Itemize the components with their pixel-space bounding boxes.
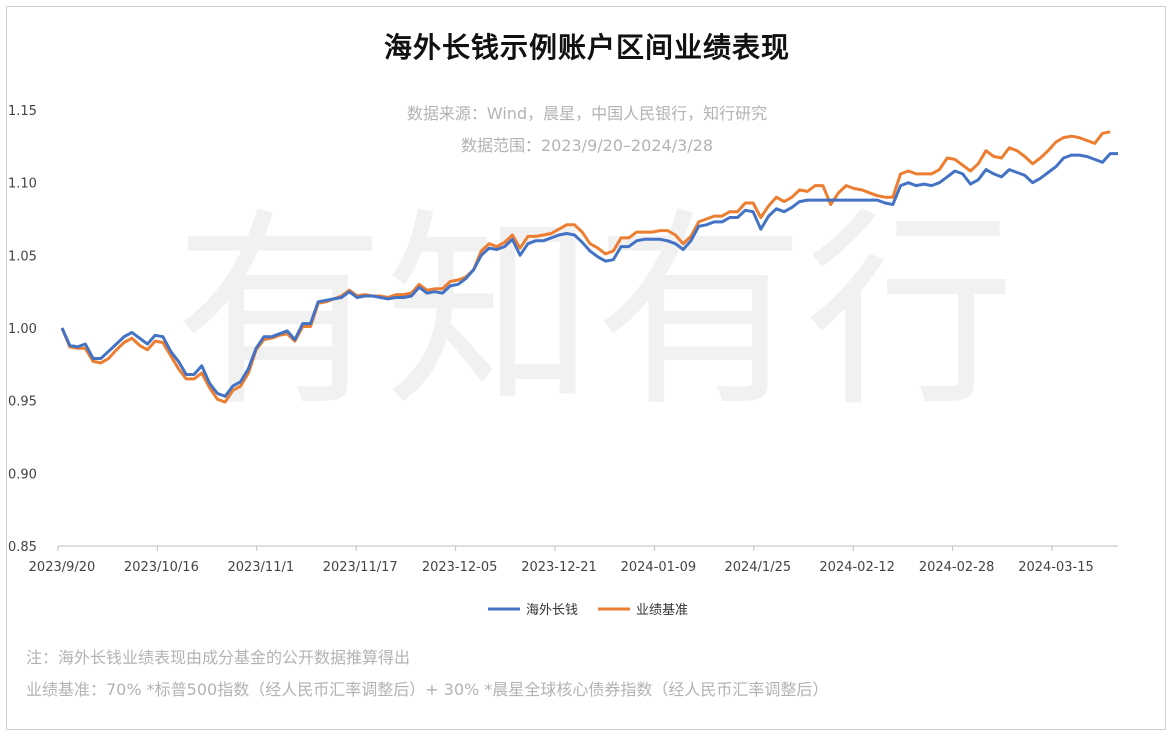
- x-tick-label: 2023/10/16: [124, 560, 199, 575]
- y-tick-label: 1.10: [8, 177, 37, 192]
- y-tick-label: 0.95: [8, 395, 37, 410]
- data-source: 数据来源：Wind，晨星，中国人民银行，知行研究: [406, 104, 768, 123]
- x-tick-label: 2024-02-28: [919, 560, 995, 575]
- x-tick-label: 2024/1/25: [724, 560, 791, 575]
- x-tick-label: 2023-12-05: [422, 560, 498, 575]
- chart-frame: [6, 6, 1166, 730]
- series-line-benchmark: [60, 130, 1111, 404]
- series-line-fund: [60, 152, 1118, 398]
- footnote: 注：海外长钱业绩表现由成分基金的公开数据推算得出: [26, 648, 411, 667]
- legend-label: 海外长钱: [526, 603, 578, 618]
- x-axis: 2023/9/20 2023/10/16 2023/11/1 2023/11/17 20…: [29, 545, 1118, 575]
- y-tick-label: 1.05: [8, 249, 37, 264]
- legend-label: 业绩基准: [636, 603, 688, 618]
- y-tick-label: 0.90: [8, 467, 37, 482]
- x-tick-label: 2024-02-12: [819, 560, 895, 575]
- data-range: 数据范围：2023/9/20–2024/3/28: [460, 136, 714, 155]
- y-tick-label: 0.85: [8, 540, 37, 555]
- benchmark-note: 业绩基准：70% *标普500指数（经人民币汇率调整后）+ 30% *晨星全球核…: [26, 680, 829, 699]
- y-axis: 0.85 0.90 0.95 1.00 1.05 1.10 1.15: [8, 104, 37, 555]
- x-tick-label: 2023/11/17: [323, 560, 398, 575]
- y-tick-label: 1.00: [8, 322, 37, 337]
- y-tick-label: 1.15: [8, 104, 37, 119]
- watermark: 有知有行: [175, 190, 1015, 435]
- chart-title: 海外长钱示例账户区间业绩表现: [383, 31, 790, 64]
- x-tick-label: 2024-03-15: [1018, 560, 1094, 575]
- x-tick-label: 2024-01-09: [621, 560, 697, 575]
- x-tick-label: 2023-12-21: [521, 560, 597, 575]
- legend: 海外长钱 业绩基准: [488, 603, 688, 618]
- x-tick-label: 2023/11/1: [227, 560, 294, 575]
- x-tick-label: 2023/9/20: [29, 560, 96, 575]
- series-lines: [60, 130, 1118, 404]
